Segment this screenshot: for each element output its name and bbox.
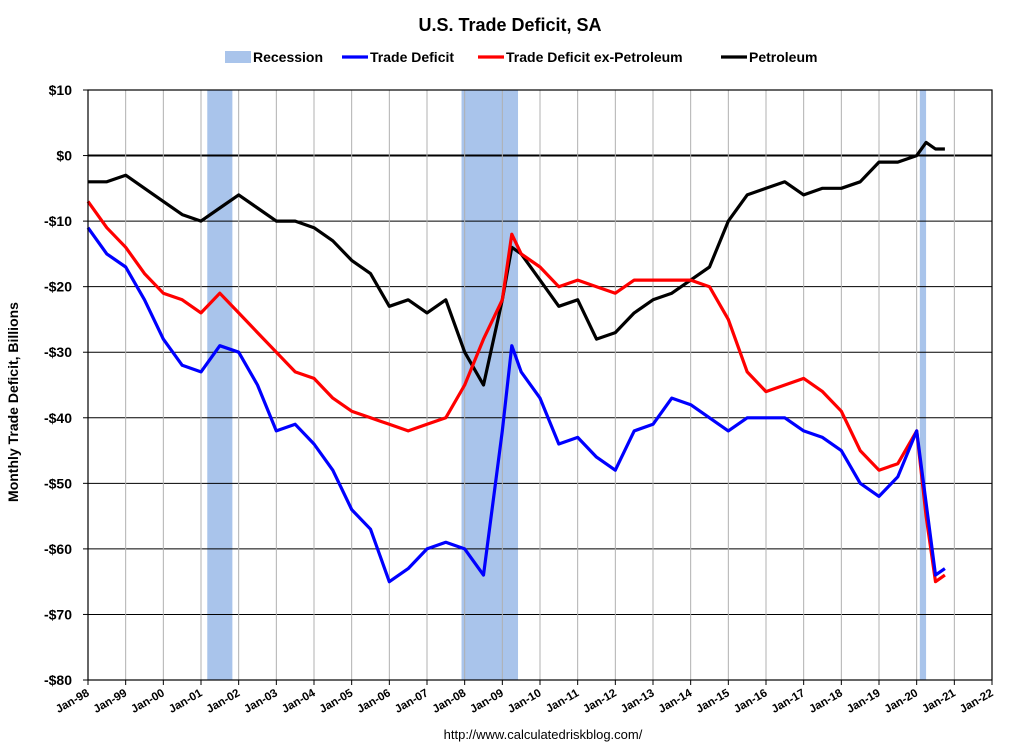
x-tick-label: Jan-08 [431, 687, 469, 716]
x-tick-label: Jan-01 [167, 687, 205, 716]
y-tick-label: $0 [56, 148, 72, 164]
x-tick-label: Jan-20 [883, 687, 921, 716]
y-axis-label: Monthly Trade Deficit, Billions [5, 302, 21, 502]
y-tick-label: -$20 [44, 279, 72, 295]
y-tick-label: -$50 [44, 475, 72, 491]
legend-label: Trade Deficit [370, 49, 454, 65]
x-tick-label: Jan-16 [732, 687, 770, 716]
chart-title: U.S. Trade Deficit, SA [418, 15, 601, 35]
y-tick-label: -$70 [44, 606, 72, 622]
x-tick-label: Jan-09 [468, 687, 506, 716]
x-tick-label: Jan-00 [129, 687, 167, 716]
legend-swatch-recession [225, 51, 251, 63]
x-tick-label: Jan-06 [355, 687, 393, 716]
y-tick-label: -$40 [44, 410, 72, 426]
x-tick-label: Jan-07 [393, 687, 431, 716]
legend-label: Trade Deficit ex-Petroleum [506, 49, 683, 65]
recession-band [919, 90, 927, 680]
y-tick-label: -$80 [44, 672, 72, 688]
x-tick-label: Jan-04 [280, 687, 318, 716]
recession-band [461, 90, 519, 680]
x-tick-label: Jan-98 [54, 687, 92, 716]
x-tick-label: Jan-21 [920, 687, 958, 716]
x-tick-label: Jan-13 [619, 687, 657, 716]
series-lines [86, 140, 946, 584]
x-tick-label: Jan-14 [657, 687, 695, 716]
x-tick-label: Jan-11 [544, 687, 582, 716]
x-tick-label: Jan-22 [958, 687, 996, 716]
axes: $10$0-$10-$20-$30-$40-$50-$60-$70-$80Jan… [44, 82, 996, 716]
x-tick-label: Jan-19 [845, 687, 883, 716]
x-tick-label: Jan-15 [694, 687, 732, 716]
trade-deficit-ex-petroleum-line [86, 200, 946, 584]
legend: Recession Trade Deficit Trade Deficit ex-P… [225, 49, 817, 65]
x-tick-label: Jan-03 [242, 687, 280, 716]
x-tick-label: Jan-12 [581, 687, 619, 716]
legend-label: Petroleum [749, 49, 817, 65]
y-tick-label: -$30 [44, 344, 72, 360]
x-tick-label: Jan-18 [807, 687, 845, 716]
x-tick-label: Jan-02 [205, 687, 243, 716]
recession-bands [207, 90, 927, 680]
x-tick-label: Jan-10 [506, 687, 544, 716]
y-tick-label: -$10 [44, 213, 72, 229]
x-tick-label: Jan-17 [770, 687, 808, 716]
trade-deficit-line [86, 226, 946, 584]
x-tick-label: Jan-05 [318, 687, 356, 716]
x-tick-label: Jan-99 [92, 687, 130, 716]
recession-band [207, 90, 233, 680]
y-tick-label: $10 [49, 82, 73, 98]
legend-label: Recession [253, 49, 323, 65]
source-url: http://www.calculatedriskblog.com/ [444, 727, 643, 742]
y-tick-label: -$60 [44, 541, 72, 557]
